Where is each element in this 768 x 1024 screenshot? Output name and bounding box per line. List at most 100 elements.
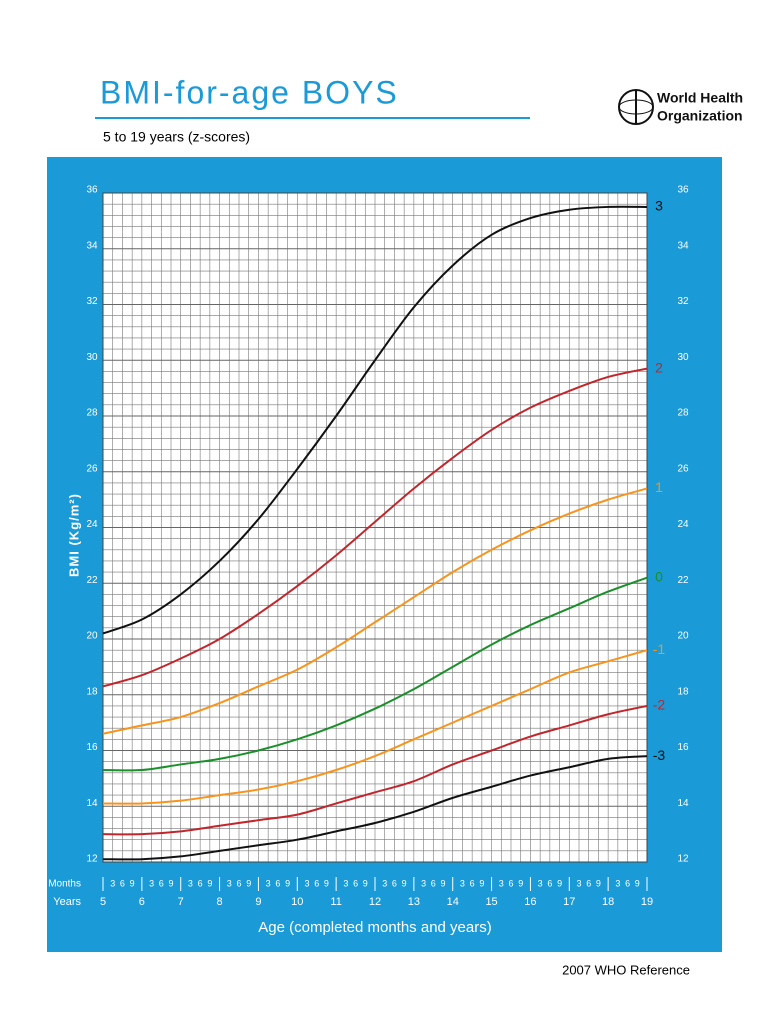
month-label: 9	[596, 878, 601, 888]
x-tick-label: 15	[485, 896, 497, 908]
y-tick-label: 36	[86, 185, 98, 196]
line-label: -3	[653, 747, 666, 763]
logo-globe	[618, 99, 654, 115]
y-tick-label: 20	[86, 631, 98, 642]
month-label: 6	[198, 878, 203, 888]
y-tick-label-right: 22	[677, 575, 689, 586]
month-label: 9	[246, 878, 251, 888]
z-score-line	[102, 755, 648, 861]
x-tick-label: 5	[100, 896, 106, 908]
z-score-line	[102, 487, 648, 735]
month-label: 9	[285, 878, 290, 888]
y-tick-label: 22	[86, 575, 98, 586]
chart-title: BMI-for-age BOYS	[100, 74, 399, 110]
plot: 3 2 1 0 -1 -2 -3	[102, 198, 666, 861]
month-label: 9	[207, 878, 212, 888]
x-axis-label: Age (completed months and years)	[258, 919, 491, 936]
x-tick-label: 12	[369, 896, 381, 908]
y-tick-label-right: 26	[677, 463, 689, 474]
month-label: 3	[615, 878, 620, 888]
y-tick-label-right: 36	[677, 185, 689, 196]
month-label: 6	[159, 878, 164, 888]
y-tick-label-right: 20	[677, 631, 689, 642]
month-label: 9	[324, 878, 329, 888]
month-label: 6	[275, 878, 280, 888]
month-label: 9	[557, 878, 562, 888]
y-tick-label-right: 16	[677, 742, 689, 753]
x-tick-label: 14	[447, 896, 459, 908]
line-label: -1	[653, 641, 666, 657]
chart-subtitle: 5 to 19 years (z-scores)	[103, 129, 250, 145]
y-tick-label-right: 32	[677, 296, 689, 307]
y-tick-label: 26	[86, 463, 98, 474]
x-tick-label: 11	[330, 896, 341, 908]
line-label: -2	[653, 697, 666, 713]
month-label: 3	[188, 878, 193, 888]
x-tick-label: 9	[255, 896, 261, 908]
z-score-line	[102, 205, 648, 635]
y-tick-label: 18	[86, 686, 98, 697]
line-label: 1	[655, 479, 663, 495]
month-label: 6	[392, 878, 397, 888]
org-name: World Health	[657, 90, 743, 106]
line-label: 2	[655, 359, 663, 375]
month-label: 6	[314, 878, 319, 888]
month-label: 9	[479, 878, 484, 888]
month-label: 6	[353, 878, 358, 888]
who-logo: World Health Organization	[618, 89, 743, 125]
y-tick-label: 30	[86, 352, 98, 363]
month-label: 9	[130, 878, 135, 888]
month-label: 6	[547, 878, 552, 888]
month-label: 3	[460, 878, 465, 888]
org-name: Organization	[657, 108, 743, 124]
month-label: 3	[343, 878, 348, 888]
month-label: 3	[499, 878, 504, 888]
line-label: 3	[655, 198, 663, 214]
y-tick-label: 34	[86, 240, 98, 251]
month-label: 6	[431, 878, 436, 888]
y-tick-label-right: 14	[677, 798, 689, 809]
month-label: 3	[538, 878, 543, 888]
month-label: 6	[586, 878, 591, 888]
x-tick-label: 7	[178, 896, 184, 908]
month-label: 3	[576, 878, 581, 888]
years-label: Years	[53, 896, 81, 908]
plot-frame	[102, 192, 648, 863]
month-label: 3	[110, 878, 115, 888]
month-label: 3	[304, 878, 309, 888]
month-label: 6	[508, 878, 513, 888]
footer: 2007 WHO Reference	[562, 962, 690, 977]
y-tick-label: 12	[86, 854, 98, 865]
month-label: 9	[518, 878, 523, 888]
month-label: 6	[625, 878, 630, 888]
y-tick-label-right: 12	[677, 854, 689, 865]
grid	[102, 192, 648, 863]
x-tick-label: 6	[139, 896, 145, 908]
x-tick-label: 10	[291, 896, 303, 908]
y-tick-label: 28	[86, 408, 98, 419]
month-label: 3	[149, 878, 154, 888]
x-tick-label: 19	[641, 896, 653, 908]
y-tick-label: 24	[86, 519, 98, 530]
z-score-line	[102, 704, 648, 836]
x-tick-label: 16	[524, 896, 536, 908]
month-label: 3	[266, 878, 271, 888]
month-label: 9	[402, 878, 407, 888]
month-label: 6	[236, 878, 241, 888]
y-tick-label-right: 24	[677, 519, 689, 530]
y-tick-label: 32	[86, 296, 98, 307]
month-label: 3	[382, 878, 387, 888]
month-label: 6	[470, 878, 475, 888]
y-tick-label-right: 30	[677, 352, 689, 363]
month-label: 3	[227, 878, 232, 888]
y-axis-label: BMI (Kg/m²)	[66, 493, 81, 577]
x-tick-label: 8	[217, 896, 223, 908]
month-label: 9	[440, 878, 445, 888]
y-tick-label-right: 18	[677, 686, 689, 697]
z-score-line	[102, 649, 648, 805]
month-label: 9	[168, 878, 173, 888]
months-label: Months	[48, 879, 81, 890]
y-tick-label-right: 34	[677, 240, 689, 251]
z-score-line	[102, 367, 648, 688]
